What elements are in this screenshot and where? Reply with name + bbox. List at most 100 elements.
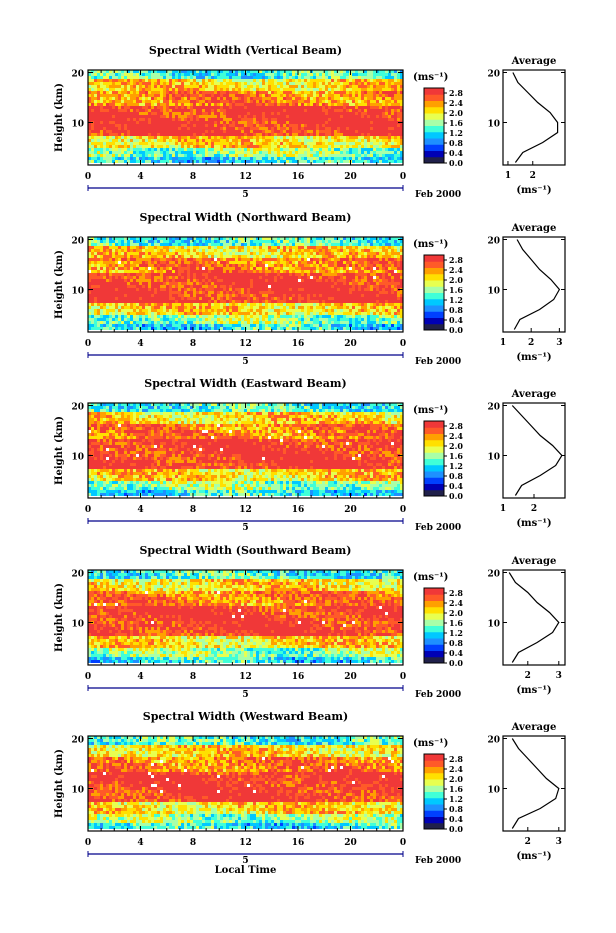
profile-x-tick-label: 3	[556, 837, 562, 847]
y-tick-label: 10	[71, 453, 84, 463]
profile-x-label: (ms⁻¹)	[516, 851, 551, 862]
colorbar-swatch	[424, 588, 444, 595]
colorbar-swatch	[424, 792, 444, 799]
colorbar-swatch	[424, 613, 444, 620]
colorbar: (ms⁻¹)0.00.40.81.21.62.02.42.8	[413, 405, 463, 501]
colorbar-swatch	[424, 126, 444, 133]
colorbar-swatch	[424, 88, 444, 95]
colorbar-unit: (ms⁻¹)	[413, 72, 448, 83]
profile-x-tick-label: 2	[530, 171, 536, 181]
colorbar-swatch	[424, 810, 444, 817]
x-tick-label: 0	[85, 672, 91, 682]
colorbar-swatch	[424, 446, 444, 453]
colorbar-unit: (ms⁻¹)	[413, 239, 448, 250]
profile-y-tick-label: 20	[487, 736, 500, 746]
profile-y-tick-label: 20	[487, 570, 500, 580]
colorbar-swatch	[424, 113, 444, 120]
colorbar-swatch	[424, 760, 444, 767]
profile-x-tick-label: 1	[500, 338, 506, 348]
y-axis-label: Height (km)	[54, 749, 65, 818]
date-label: Feb 2000	[415, 357, 461, 367]
panel-title: Spectral Width (Northward Beam)	[140, 211, 352, 224]
heatmap-field	[88, 403, 403, 496]
colorbar-unit: (ms⁻¹)	[413, 738, 448, 749]
x-tick-label: 4	[137, 838, 143, 848]
profile-y-tick-label: 10	[487, 287, 500, 297]
colorbar-tick-label: 2.4	[449, 598, 463, 608]
colorbar-swatch	[424, 594, 444, 601]
y-tick-label: 10	[71, 120, 84, 130]
x-tick-label: 12	[239, 172, 252, 182]
x-tick-label: 8	[190, 672, 196, 682]
colorbar-unit: (ms⁻¹)	[413, 405, 448, 416]
colorbar-tick-label: 1.2	[449, 128, 463, 138]
colorbar-tick-label: 0.0	[449, 824, 463, 834]
colorbar-tick-label: 0.0	[449, 658, 463, 668]
colorbar-tick-label: 0.8	[449, 804, 463, 814]
colorbar-swatch	[424, 785, 444, 792]
x-tick-label: 8	[190, 838, 196, 848]
x-tick-label: 0	[85, 838, 91, 848]
colorbar-tick-label: 0.8	[449, 471, 463, 481]
x-tick-label: 0	[400, 339, 406, 349]
y-tick-label: 20	[71, 736, 84, 746]
x-tick-label: 12	[239, 672, 252, 682]
heatmap-field	[88, 237, 403, 330]
profile-y-tick-label: 10	[487, 120, 500, 130]
colorbar-swatch	[424, 452, 444, 459]
profile-frame	[503, 70, 565, 165]
x-tick-label: 0	[400, 172, 406, 182]
x-tick-label: 4	[137, 339, 143, 349]
colorbar-tick-label: 2.4	[449, 431, 463, 441]
profile-title: Average	[511, 56, 557, 67]
colorbar-tick-label: 0.0	[449, 491, 463, 501]
date-label: Feb 2000	[415, 856, 461, 866]
x-tick-label: 0	[400, 505, 406, 515]
profile-x-label: (ms⁻¹)	[516, 185, 551, 196]
x-tick-label: 4	[137, 505, 143, 515]
colorbar-swatch	[424, 817, 444, 824]
y-axis-label: Height (km)	[54, 250, 65, 319]
y-tick-label: 20	[71, 570, 84, 580]
colorbar-tick-label: 1.2	[449, 461, 463, 471]
colorbar-swatch	[424, 293, 444, 300]
colorbar-swatch	[424, 632, 444, 639]
colorbar-tick-label: 2.0	[449, 774, 463, 784]
colorbar-tick-label: 1.6	[449, 451, 463, 461]
colorbar-swatch	[424, 280, 444, 287]
colorbar-swatch	[424, 657, 444, 664]
colorbar-swatch	[424, 107, 444, 114]
colorbar-swatch	[424, 490, 444, 497]
profile-y-tick-label: 10	[487, 620, 500, 630]
profile-x-label: (ms⁻¹)	[516, 352, 551, 363]
heatmap-field	[88, 736, 403, 829]
x-tick-label: 12	[239, 838, 252, 848]
profile-y-tick-label: 20	[487, 403, 500, 413]
colorbar-swatch	[424, 299, 444, 306]
profile-x-tick-label: 3	[556, 671, 562, 681]
colorbar-tick-label: 2.8	[449, 754, 463, 764]
profile-y-tick-label: 20	[487, 237, 500, 247]
x-tick-label: 0	[400, 672, 406, 682]
colorbar-swatch	[424, 268, 444, 275]
colorbar: (ms⁻¹)0.00.40.81.21.62.02.42.8	[413, 572, 463, 668]
colorbar-tick-label: 1.6	[449, 784, 463, 794]
profile-x-label: (ms⁻¹)	[516, 685, 551, 696]
x-tick-label: 20	[344, 672, 357, 682]
date-label: Feb 2000	[415, 190, 461, 200]
colorbar-swatch	[424, 434, 444, 441]
x-tick-label: 16	[292, 172, 305, 182]
colorbar-swatch	[424, 311, 444, 318]
profile-x-tick-label: 1	[500, 504, 506, 514]
colorbar: (ms⁻¹)0.00.40.81.21.62.02.42.8	[413, 239, 463, 335]
colorbar-swatch	[424, 286, 444, 293]
colorbar-swatch	[424, 261, 444, 268]
colorbar-swatch	[424, 440, 444, 447]
colorbar-swatch	[424, 119, 444, 126]
x-tick-label: 16	[292, 505, 305, 515]
colorbar-swatch	[424, 754, 444, 761]
colorbar-swatch	[424, 626, 444, 633]
